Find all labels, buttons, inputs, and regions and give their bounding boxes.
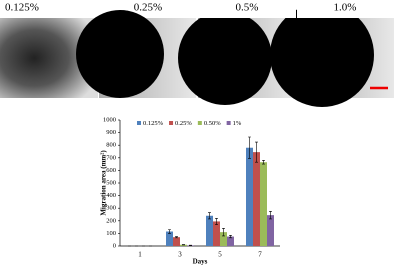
- error-bar: [229, 234, 232, 239]
- error-bar: [215, 217, 218, 225]
- bar: [253, 152, 260, 246]
- legend-label: 0.50%: [204, 120, 221, 127]
- error-bar: [208, 212, 211, 220]
- bar: [246, 147, 253, 246]
- y-axis-title: Migration area (mm²): [100, 150, 108, 216]
- error-bar: [189, 244, 192, 246]
- y-tick-label: 200: [106, 217, 116, 224]
- bar: [213, 221, 220, 246]
- y-tick-label: 0: [113, 242, 116, 249]
- micrographs: [0, 0, 394, 107]
- y-tick-label: 400: [106, 192, 116, 199]
- legend-swatch: [197, 121, 202, 125]
- panel-label: 0.5%: [236, 2, 259, 14]
- panel-label: 0.25%: [134, 2, 162, 14]
- y-tick-label: 900: [106, 129, 116, 136]
- bar: [206, 215, 213, 246]
- legend-label: 0.125%: [143, 120, 164, 127]
- x-axis-title: Days: [193, 258, 208, 266]
- y-tick-label: 1000: [103, 116, 116, 123]
- y-tick-label: 500: [106, 179, 116, 186]
- y-tick-label: 600: [106, 167, 116, 174]
- bar: [180, 244, 187, 246]
- bar: [173, 237, 180, 246]
- y-tick-label: 800: [106, 142, 116, 149]
- error-bar: [222, 228, 225, 237]
- error-bar: [175, 236, 178, 239]
- error-bar: [248, 136, 251, 159]
- x-tick-label: 5: [218, 251, 222, 259]
- bar: [166, 231, 173, 246]
- y-tick-label: 700: [106, 154, 116, 161]
- panel-label: 1.0%: [334, 2, 357, 14]
- error-bar: [182, 244, 185, 246]
- legend-swatch: [137, 121, 141, 125]
- legend-swatch: [169, 121, 174, 125]
- y-tick-label: 300: [106, 205, 116, 212]
- error-bar: [262, 160, 265, 165]
- x-tick-label: 3: [178, 251, 182, 259]
- error-bar: [269, 211, 272, 220]
- legend-label: 1%: [233, 120, 242, 127]
- legend-label: 0.25%: [175, 120, 192, 127]
- error-bar: [168, 229, 171, 234]
- bar: [260, 162, 267, 246]
- x-tick-label: 7: [258, 251, 262, 259]
- y-tick-label: 100: [106, 230, 116, 237]
- bar: [227, 236, 234, 246]
- error-bar: [255, 141, 258, 163]
- bar: [267, 215, 274, 246]
- bar: [220, 232, 227, 246]
- x-tick-label: 1: [138, 251, 142, 259]
- legend-swatch: [226, 121, 231, 125]
- panel-label: 0.125%: [5, 2, 39, 14]
